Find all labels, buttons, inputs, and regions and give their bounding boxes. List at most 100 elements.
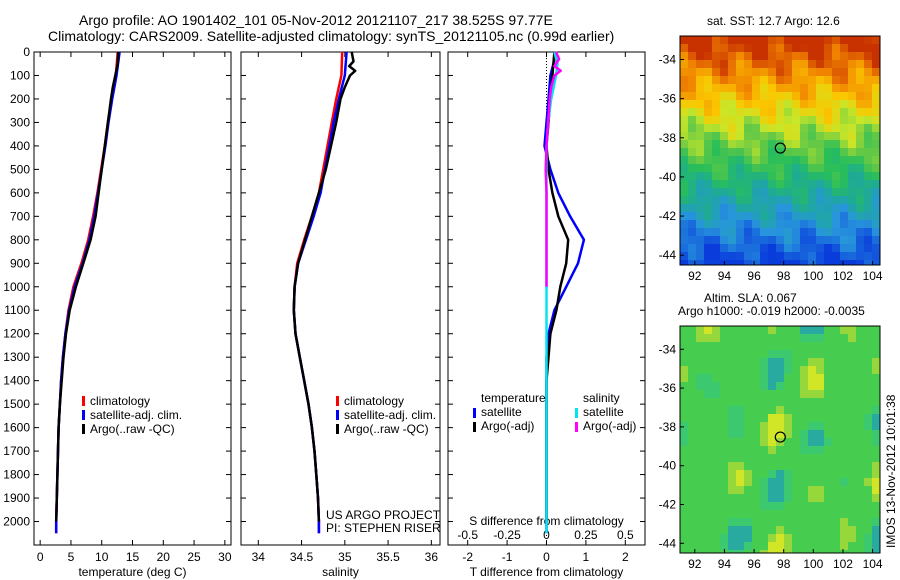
pi-credit: PI: STEPHEN RISER xyxy=(326,521,441,535)
sla-map-cell xyxy=(728,550,736,553)
sla-map-cell xyxy=(720,350,728,358)
sst-map-cell xyxy=(864,68,872,76)
sst-map-cell xyxy=(768,212,776,220)
sla-map-cell xyxy=(832,534,840,542)
sst-map-cell xyxy=(704,196,712,204)
sla-map-cell xyxy=(736,470,744,478)
sla-map-cell xyxy=(704,350,712,358)
sst-map-cell xyxy=(680,52,688,60)
sst-map-cell xyxy=(688,132,696,140)
sst-map-cell xyxy=(808,84,816,92)
sla-map-cell xyxy=(784,502,792,510)
sla-map-cell xyxy=(800,430,808,438)
sla-map-cell xyxy=(712,382,720,390)
sst-map-cell xyxy=(792,196,800,204)
sst-map-cell xyxy=(872,220,880,228)
sla-map-cell xyxy=(792,358,800,366)
sst-map-cell xyxy=(768,236,776,244)
sla-map-cell xyxy=(840,422,848,430)
sst-map-cell xyxy=(800,60,808,68)
sla-map-cell xyxy=(800,334,808,342)
sst-map-cell xyxy=(720,76,728,84)
sst-map-cell xyxy=(840,244,848,252)
sla-map-cell xyxy=(760,446,768,454)
sla-map-cell xyxy=(784,422,792,430)
sla-map-cell xyxy=(816,390,824,398)
sst-map-cell xyxy=(696,260,704,265)
sst-map-cell xyxy=(728,76,736,84)
sst-map-cell xyxy=(808,172,816,180)
sla-map-cell xyxy=(752,390,760,398)
sst-map-cell xyxy=(704,60,712,68)
sla-map-cell xyxy=(816,350,824,358)
sla-map-cell xyxy=(728,470,736,478)
sla-map-cell xyxy=(704,510,712,518)
sla-map-cell xyxy=(720,422,728,430)
sla-map-ytick-label: -34 xyxy=(659,342,677,356)
sla-map-cell xyxy=(688,350,696,358)
sla-map-cell xyxy=(824,542,832,550)
sst-map-cell xyxy=(848,52,856,60)
sst-map-cell xyxy=(720,108,728,116)
sla-map-cell xyxy=(784,406,792,414)
sst-map-cell xyxy=(736,108,744,116)
sst-map-cell xyxy=(696,84,704,92)
temperature-profile-series-2 xyxy=(54,51,120,522)
sla-map-cell xyxy=(712,350,720,358)
sla-map-cell xyxy=(856,390,864,398)
sst-map-cell xyxy=(752,52,760,60)
sst-map-cell xyxy=(768,156,776,164)
sla-map-cell xyxy=(760,534,768,542)
sla-map-cell xyxy=(688,462,696,470)
sst-map-cell xyxy=(776,36,784,44)
sla-map-cell xyxy=(744,326,752,334)
sst-map-cell xyxy=(720,236,728,244)
sla-map-cell xyxy=(704,326,712,334)
sst-map-cell xyxy=(744,68,752,76)
sst-map-cell xyxy=(872,44,880,52)
sla-map-cell xyxy=(824,454,832,462)
sla-map-cell xyxy=(696,398,704,406)
sst-map-cell xyxy=(808,148,816,156)
sst-map-cell xyxy=(848,44,856,52)
sla-map-cell xyxy=(680,542,688,550)
sla-map-cell xyxy=(776,414,784,422)
sla-map-cell xyxy=(728,542,736,550)
sla-map-cell xyxy=(864,342,872,350)
sla-map-cell xyxy=(776,542,784,550)
temperature-profile-xtick-label: 10 xyxy=(95,550,109,564)
sla-map-cell xyxy=(824,414,832,422)
sla-map-cell xyxy=(784,438,792,446)
sla-map-cell xyxy=(760,334,768,342)
sst-map-cell xyxy=(792,260,800,265)
temperature-profile-xlabel: temperature (deg C) xyxy=(78,565,186,579)
sla-map-cell xyxy=(872,406,880,414)
sst-map-cell xyxy=(768,204,776,212)
sst-map-cell xyxy=(784,60,792,68)
sla-map-cell xyxy=(696,430,704,438)
sla-map-cell xyxy=(792,382,800,390)
sla-map-cell xyxy=(680,358,688,366)
sst-map-cell xyxy=(816,180,824,188)
sla-map-cell xyxy=(776,526,784,534)
sla-map-cell xyxy=(784,446,792,454)
sla-map-cell xyxy=(808,454,816,462)
sla-map-cell xyxy=(856,342,864,350)
sla-map-cell xyxy=(752,502,760,510)
sla-map-cell xyxy=(800,342,808,350)
sst-map-cell xyxy=(760,76,768,84)
sst-map-cell xyxy=(840,140,848,148)
sla-map-cell xyxy=(744,470,752,478)
sla-map-cell xyxy=(864,470,872,478)
sst-map-cell xyxy=(856,44,864,52)
sst-map-cell xyxy=(792,244,800,252)
sla-map-cell xyxy=(728,358,736,366)
sla-map-cell xyxy=(816,454,824,462)
sst-map-cell xyxy=(808,212,816,220)
sst-map-cell xyxy=(824,172,832,180)
sst-map-cell xyxy=(736,76,744,84)
sla-map-cell xyxy=(760,510,768,518)
sla-map-cell xyxy=(840,358,848,366)
sst-map-cell xyxy=(808,252,816,260)
sst-map-cell xyxy=(816,76,824,84)
